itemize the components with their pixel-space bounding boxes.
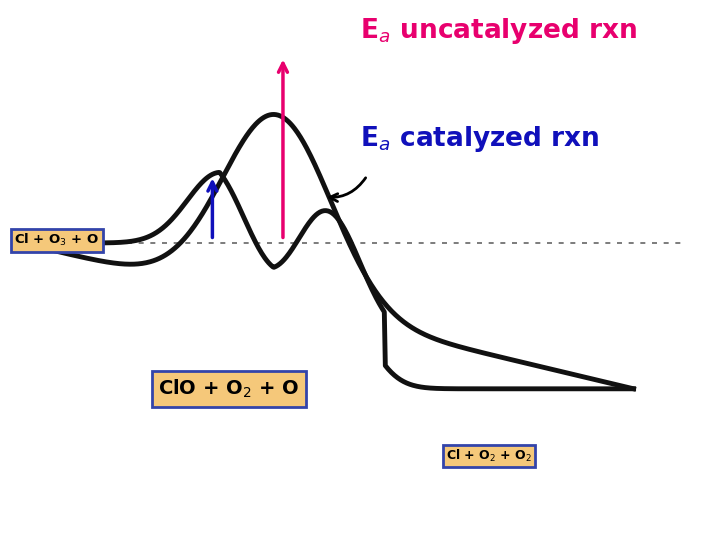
- Text: E$_a$ uncatalyzed rxn: E$_a$ uncatalyzed rxn: [360, 16, 637, 46]
- Text: Cl + O$_3$ + O: Cl + O$_3$ + O: [14, 232, 99, 248]
- Text: Cl + O$_2$ + O$_2$: Cl + O$_2$ + O$_2$: [446, 448, 532, 464]
- Text: ClO + O$_2$ + O: ClO + O$_2$ + O: [158, 377, 300, 400]
- Text: E$_a$ catalyzed rxn: E$_a$ catalyzed rxn: [360, 124, 600, 154]
